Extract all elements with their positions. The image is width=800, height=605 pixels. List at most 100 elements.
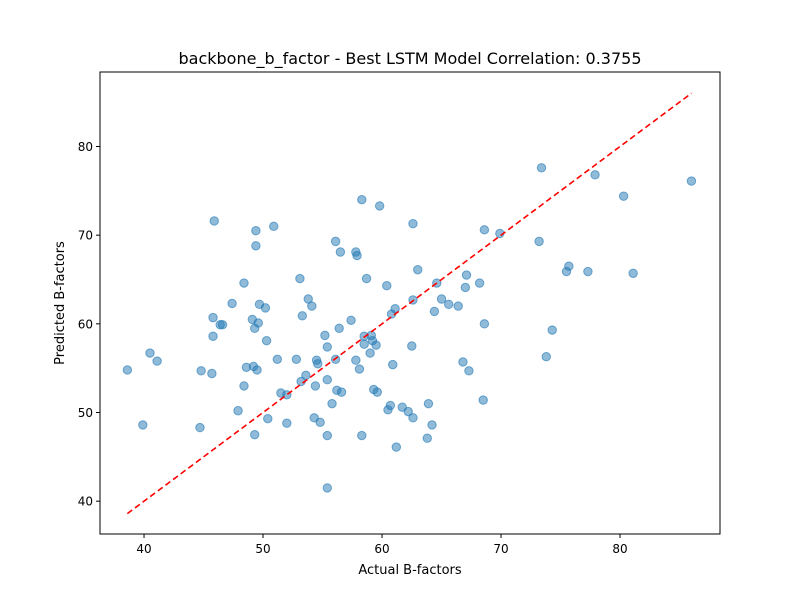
y-tick-label: 60	[78, 317, 93, 331]
data-point	[334, 323, 344, 333]
data-point	[313, 359, 323, 369]
data-point	[478, 395, 488, 405]
data-point	[461, 270, 472, 280]
data-point	[388, 359, 398, 370]
data-point	[371, 340, 381, 350]
data-point	[301, 370, 311, 380]
data-point	[436, 294, 447, 304]
data-point	[291, 354, 302, 365]
data-point	[357, 430, 367, 441]
data-point	[233, 406, 243, 416]
y-tick-label: 50	[78, 406, 93, 420]
data-point	[391, 442, 402, 452]
data-point	[195, 422, 205, 433]
data-point	[536, 163, 547, 173]
data-point	[269, 221, 279, 232]
data-point	[365, 348, 375, 358]
data-point	[357, 194, 367, 205]
x-tick-label: 40	[136, 542, 151, 556]
data-point	[474, 278, 485, 288]
data-point	[282, 418, 292, 428]
data-point	[541, 351, 551, 362]
x-axis-ticks: 40 50 60 70 80	[136, 534, 628, 556]
data-point	[336, 387, 347, 397]
data-point	[217, 320, 228, 330]
data-point	[423, 398, 434, 409]
chart-title: backbone_b_factor - Best LSTM Model Corr…	[179, 49, 642, 69]
data-point	[408, 413, 418, 423]
data-point	[295, 273, 305, 284]
data-point	[382, 281, 392, 291]
data-point	[260, 303, 271, 313]
x-axis-label: Actual B-factors	[358, 563, 462, 578]
data-point	[590, 170, 600, 180]
data-point	[145, 348, 155, 358]
data-point	[207, 368, 217, 379]
data-point	[322, 483, 332, 493]
data-point	[458, 357, 468, 367]
data-point	[252, 365, 262, 375]
data-point	[307, 301, 317, 311]
data-point	[427, 420, 437, 430]
data-point	[335, 247, 346, 257]
data-point	[239, 381, 249, 391]
data-point	[227, 298, 237, 309]
data-point	[346, 315, 356, 325]
data-point	[429, 306, 440, 317]
data-point	[320, 330, 330, 341]
data-point	[253, 318, 263, 328]
data-point	[479, 319, 490, 329]
data-point	[322, 342, 332, 352]
data-point	[322, 430, 332, 441]
data-point	[310, 381, 321, 391]
data-point	[208, 331, 218, 341]
points-layer	[122, 163, 697, 493]
data-point	[534, 236, 544, 247]
y-tick-label: 40	[78, 495, 93, 509]
data-point	[327, 398, 337, 409]
data-point	[413, 265, 423, 275]
data-point	[261, 335, 272, 346]
data-point	[385, 400, 396, 411]
data-point	[372, 387, 382, 397]
data-point	[251, 226, 261, 236]
data-point	[547, 325, 557, 335]
y-tick-label: 80	[78, 140, 93, 154]
data-point	[239, 278, 249, 288]
data-point	[322, 375, 332, 385]
data-point	[403, 406, 413, 417]
data-point	[196, 366, 206, 376]
data-point	[464, 366, 474, 376]
data-point	[272, 354, 283, 365]
data-point	[628, 268, 638, 278]
data-point	[122, 365, 133, 375]
x-tick-label: 80	[612, 542, 627, 556]
data-point	[359, 339, 369, 349]
data-point	[374, 201, 385, 211]
data-point	[250, 429, 260, 440]
data-point	[138, 420, 148, 430]
data-point	[453, 301, 463, 311]
data-point	[351, 355, 361, 365]
y-axis-ticks: 40 50 60 70 80	[78, 140, 100, 509]
reference-line	[126, 92, 692, 515]
data-point	[686, 176, 697, 186]
data-point	[361, 273, 372, 284]
data-point	[407, 341, 417, 351]
data-point	[479, 225, 490, 235]
data-point	[251, 241, 261, 251]
data-point	[330, 236, 341, 247]
x-tick-label: 60	[374, 542, 389, 556]
data-point	[443, 299, 454, 310]
data-point	[618, 191, 629, 201]
x-tick-label: 50	[255, 542, 270, 556]
y-axis-label: Predicted B-factors	[53, 241, 68, 365]
data-point	[209, 216, 219, 226]
data-point	[583, 266, 593, 277]
data-point	[297, 311, 307, 321]
data-point	[352, 250, 362, 261]
data-point	[422, 433, 432, 443]
data-point	[390, 304, 400, 314]
